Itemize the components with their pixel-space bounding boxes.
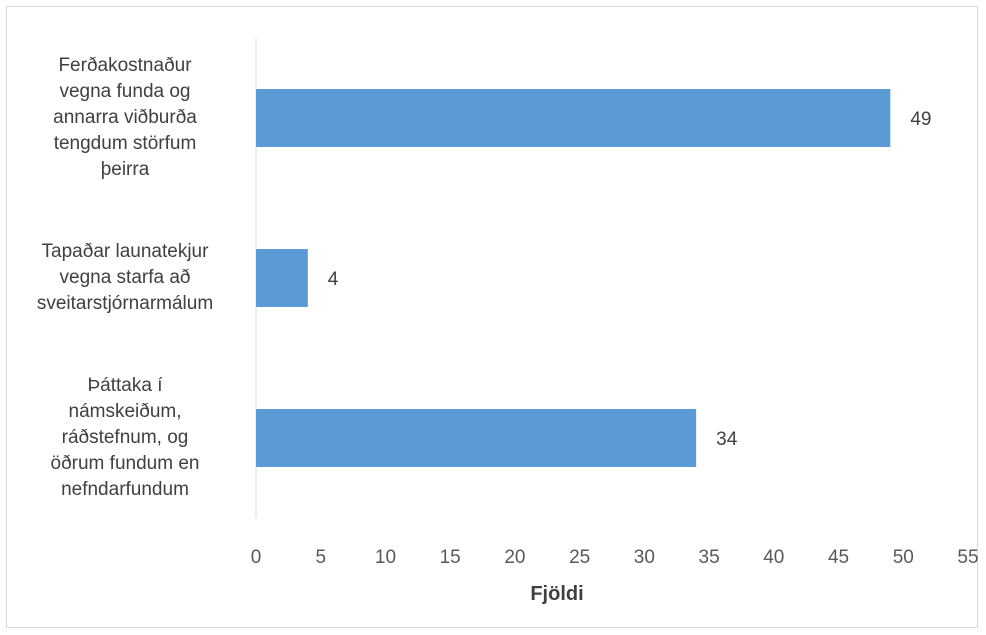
x-tick-label-2: 10 — [375, 547, 396, 568]
x-tick-label-3: 15 — [440, 547, 461, 568]
bar-0 — [256, 89, 891, 147]
x-tick-label-0: 0 — [251, 547, 262, 568]
category-label-1: Tapaðar launatekjur vegna starfa að svei… — [36, 241, 214, 314]
category-label-0: Ferðakostnaður vegna funda og annarra vi… — [53, 55, 197, 180]
x-tick-label-10: 50 — [893, 547, 914, 568]
x-tick-label-9: 45 — [828, 547, 849, 568]
x-tick-label-11: 55 — [957, 547, 978, 568]
bar-2 — [256, 409, 697, 467]
x-tick-label-1: 5 — [315, 547, 326, 568]
bar-1 — [256, 249, 308, 307]
x-tick-label-5: 25 — [569, 547, 590, 568]
x-tick-label-7: 35 — [699, 547, 720, 568]
data-label-0: 49 — [910, 109, 931, 130]
data-label-1: 4 — [328, 269, 339, 290]
data-label-2: 34 — [716, 429, 738, 450]
x-tick-label-6: 30 — [634, 547, 655, 568]
x-axis-title: Fjöldi — [530, 583, 583, 605]
category-label-2: Þáttaka í námskeiðum, ráðstefnum, og öðr… — [50, 375, 200, 500]
x-tick-label-4: 20 — [504, 547, 525, 568]
x-tick-label-8: 40 — [763, 547, 784, 568]
